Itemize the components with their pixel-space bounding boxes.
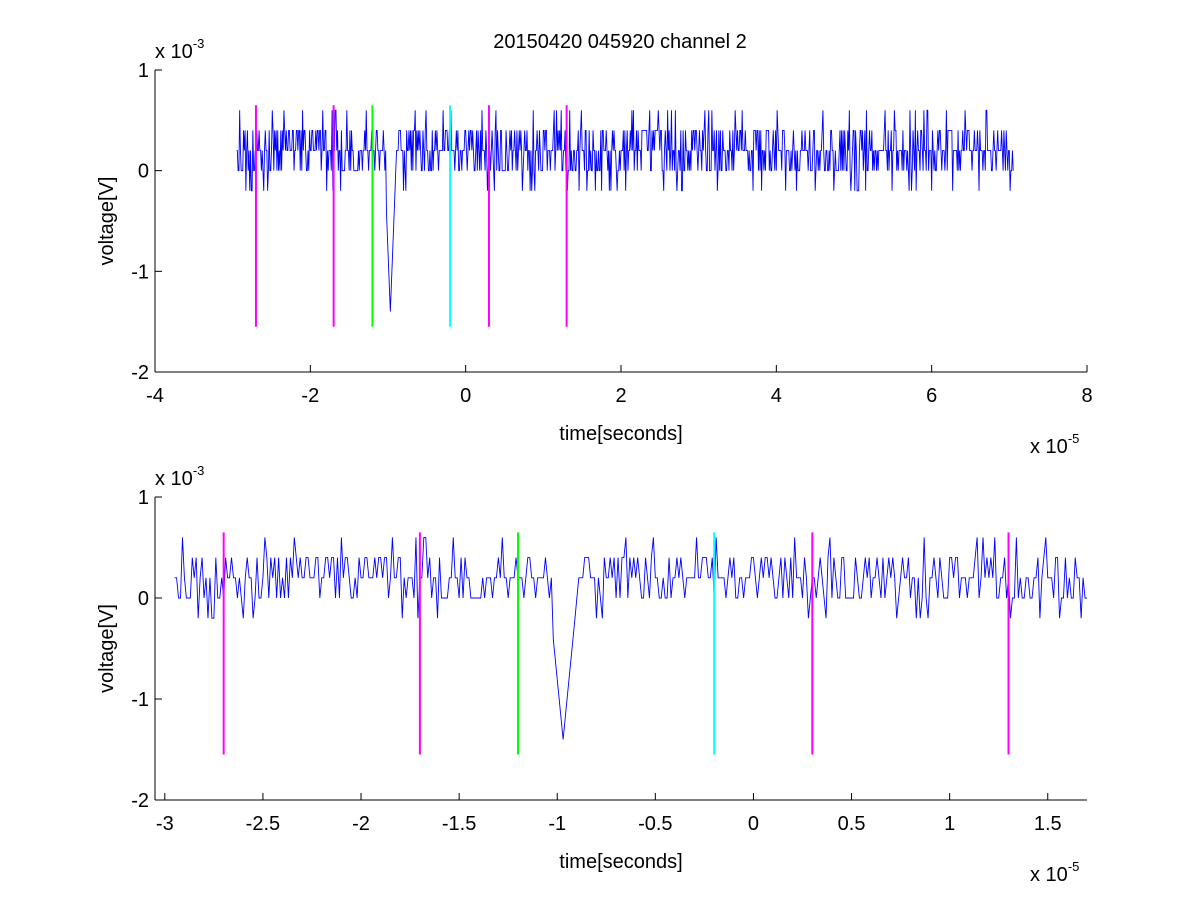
- top-y-tick-label: -2: [131, 362, 149, 384]
- bottom-x-exponent: x 10-5: [1030, 859, 1079, 886]
- bottom-y-axis-label: voltage[V]: [96, 604, 118, 693]
- bottom-y-tick-label: 1: [138, 487, 149, 509]
- bottom-x-tick-label: -1: [548, 813, 566, 835]
- top-x-tick-label: 2: [615, 385, 626, 407]
- top-x-exponent: x 10-5: [1030, 431, 1079, 458]
- bottom-x-tick-label: 1: [944, 813, 955, 835]
- top-x-tick-label: -2: [301, 385, 319, 407]
- top-x-axis-label: time[seconds]: [559, 423, 682, 445]
- top-x-tick-label: 0: [460, 385, 471, 407]
- bottom-y-tick-label: -1: [131, 689, 149, 711]
- bottom-y-tick-label: -2: [131, 790, 149, 812]
- figure-title: 20150420 045920 channel 2: [493, 31, 747, 53]
- top-x-tick-label: -4: [146, 385, 164, 407]
- top-y-axis-label: voltage[V]: [96, 177, 118, 266]
- top-x-tick-label: 8: [1081, 385, 1092, 407]
- bottom-panel: -3 -2.5 -2 -1.5 -1 -0.5 0 0.5 1 1.5 -2 -1 0 1 x 10-3 x …: [96, 463, 1087, 886]
- top-y-tick-label: 1: [138, 60, 149, 82]
- bottom-x-axis-label: time[seconds]: [559, 851, 682, 873]
- top-y-tick-label: 0: [138, 161, 149, 183]
- bottom-x-tick-label: 0.5: [838, 813, 866, 835]
- bottom-y-exponent: x 10-3: [155, 463, 204, 490]
- top-x-tick-label: 4: [771, 385, 782, 407]
- bottom-y-tick-label: 0: [138, 588, 149, 610]
- top-y-tick-label: -1: [131, 261, 149, 283]
- bottom-x-tick-label: -2.5: [246, 813, 280, 835]
- bottom-x-tick-label: 1.5: [1034, 813, 1062, 835]
- bottom-x-tick-label: 0: [748, 813, 759, 835]
- top-x-tick-label: 6: [926, 385, 937, 407]
- bottom-x-tick-label: -1.5: [442, 813, 476, 835]
- top-signal-trace: [236, 109, 1014, 312]
- bottom-x-tick-label: -0.5: [638, 813, 672, 835]
- bottom-x-tick-label: -2: [352, 813, 370, 835]
- bottom-x-tick-label: -3: [156, 813, 174, 835]
- top-y-exponent: x 10-3: [155, 36, 204, 63]
- bottom-signal-trace: [174, 536, 1087, 740]
